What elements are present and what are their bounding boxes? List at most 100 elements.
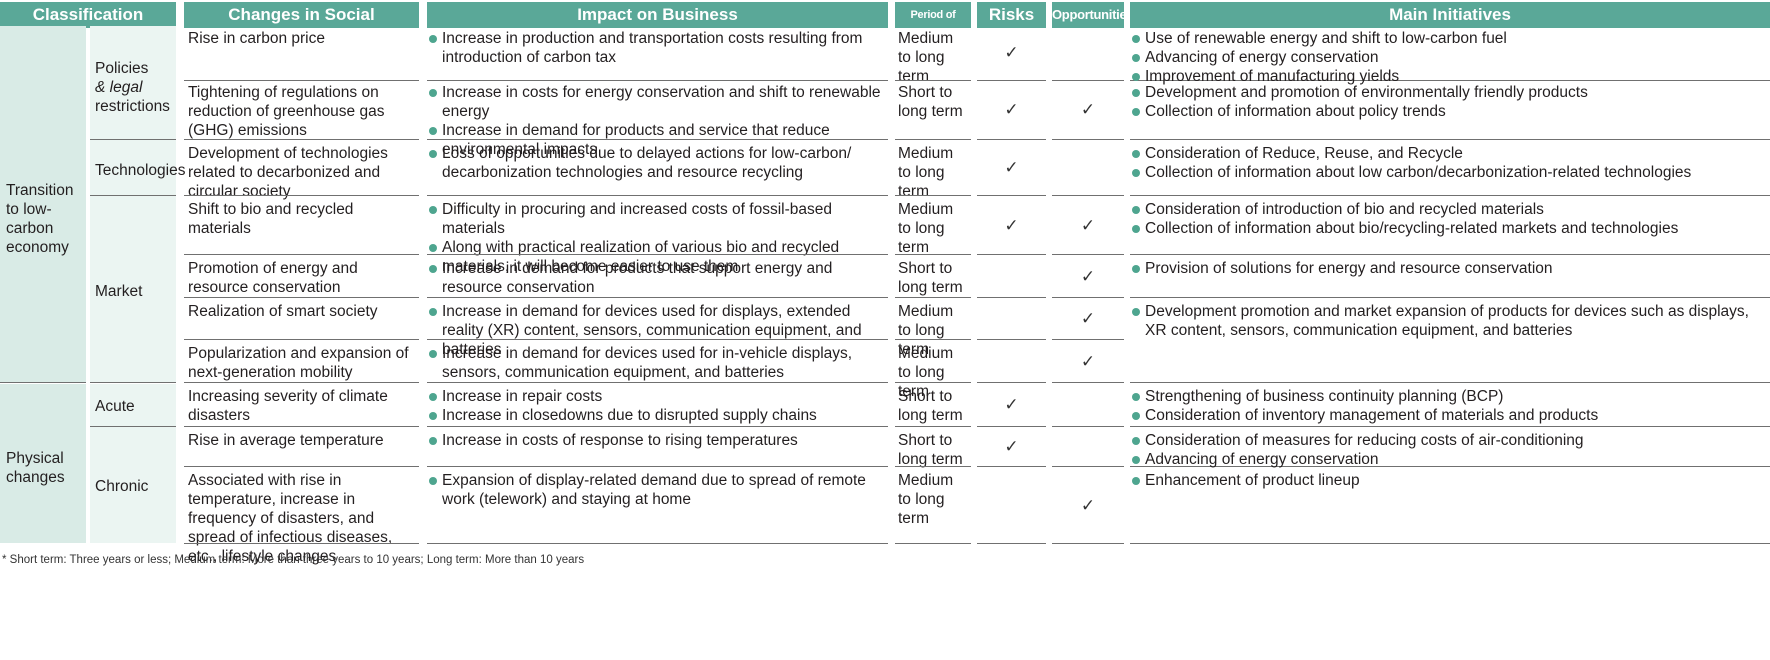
bullet-text: Use of renewable energy and shift to low… — [1145, 30, 1507, 47]
header-risks: Risks — [977, 2, 1046, 28]
row-divider — [895, 543, 971, 544]
row-divider — [977, 297, 1046, 298]
bullet-dot — [1132, 54, 1140, 62]
row-divider — [977, 254, 1046, 255]
bullet-text: Increase in repair costs — [442, 388, 603, 405]
change-cell: Shift to bio and recycled materials — [188, 201, 354, 237]
header-classification: Classification — [0, 2, 176, 28]
row-divider — [184, 80, 419, 81]
bullet-dot — [1132, 393, 1140, 401]
bullet-dot — [429, 35, 437, 43]
bullet-item: Loss of opportunities due to delayed act… — [429, 144, 886, 182]
bullet-text: Improvement of manufacturing yields — [1145, 68, 1400, 85]
opportunity-check-icon: ✓ — [1080, 352, 1096, 372]
bullet-item: Expansion of display-related demand due … — [429, 471, 886, 509]
row-divider — [427, 139, 888, 140]
bullet-item: Provision of solutions for energy and re… — [1132, 259, 1764, 278]
row-divider — [895, 339, 971, 340]
bullet-text: Collection of information about bio/recy… — [1145, 220, 1679, 237]
change-cell: Rise in carbon price — [188, 30, 325, 47]
bullet-text: Consideration of inventory management of… — [1145, 407, 1599, 424]
bullet-dot — [1132, 308, 1140, 316]
initiatives-cell: Development promotion and market expansi… — [1132, 302, 1764, 340]
initiatives-cell: Consideration of introduction of bio and… — [1132, 200, 1764, 238]
bullet-text: Increase in costs of response to rising … — [442, 432, 798, 449]
subcategory-policies: Policies & legal restrictions — [95, 59, 175, 116]
initiatives-cell: Consideration of measures for reducing c… — [1132, 431, 1764, 469]
bullet-dot — [429, 437, 437, 445]
bullet-item: Advancing of energy conservation — [1132, 48, 1764, 67]
bullet-text: Development and promotion of environment… — [1145, 84, 1588, 101]
row-divider — [1052, 297, 1124, 298]
change-cell: Realization of smart society — [188, 303, 378, 320]
row-divider — [184, 382, 419, 383]
bullet-item: Increase in repair costs — [429, 387, 886, 406]
opportunity-check-icon: ✓ — [1080, 309, 1096, 329]
risk-check-icon: ✓ — [1004, 158, 1019, 178]
initiatives-cell: Enhancement of product lineup — [1132, 471, 1764, 490]
change-cell: Increasing severity of climate disasters — [188, 388, 388, 424]
bullet-item: Improvement of manufacturing yields — [1132, 67, 1764, 86]
row-divider — [977, 426, 1046, 427]
row-divider — [1130, 254, 1770, 255]
divider — [0, 382, 86, 383]
period-cell: Short to long term — [898, 260, 963, 296]
bullet-item: Collection of information about bio/recy… — [1132, 219, 1764, 238]
row-divider — [977, 139, 1046, 140]
row-divider — [895, 426, 971, 427]
bullet-item: Collection of information about low carb… — [1132, 163, 1764, 182]
row-divider — [1052, 382, 1124, 383]
bullet-dot — [429, 206, 437, 214]
risk-check-icon: ✓ — [1004, 43, 1019, 63]
initiatives-cell: Use of renewable energy and shift to low… — [1132, 29, 1764, 86]
row-divider — [184, 466, 419, 467]
bullet-text: Loss of opportunities due to delayed act… — [442, 145, 852, 181]
period-cell: Medium to long term — [898, 145, 954, 200]
row-divider — [427, 543, 888, 544]
row-divider — [184, 254, 419, 255]
change-cell: Tightening of regulations on reduction o… — [188, 84, 385, 139]
row-divider — [1052, 139, 1124, 140]
footnote: * Short term: Three years or less; Mediu… — [2, 554, 585, 566]
bullet-text: Increase in demand for products and serv… — [442, 122, 830, 158]
impact-cell: Increase in demand for products that sup… — [429, 259, 886, 297]
change-cell: Rise in average temperature — [188, 432, 384, 449]
impact-cell: Expansion of display-related demand due … — [429, 471, 886, 509]
row-divider — [1130, 297, 1770, 298]
row-divider — [895, 466, 971, 467]
row-divider — [1052, 426, 1124, 427]
divider — [90, 426, 176, 427]
subcategory-policies-line3: restrictions — [95, 98, 170, 115]
period-cell: Medium to long term — [898, 201, 954, 256]
bullet-dot — [429, 150, 437, 158]
row-divider — [427, 254, 888, 255]
row-divider — [427, 80, 888, 81]
row-divider — [1130, 139, 1770, 140]
header-period: Period of Impact* — [895, 2, 971, 47]
bullet-text: Increase in demand for products that sup… — [442, 260, 833, 296]
bullet-dot — [1132, 150, 1140, 158]
row-divider — [1130, 543, 1770, 544]
risk-check-icon: ✓ — [1004, 216, 1019, 236]
row-divider — [1130, 466, 1770, 467]
bullet-item: Development promotion and market expansi… — [1132, 302, 1764, 340]
period-cell: Short to long term — [898, 432, 963, 468]
risk-check-icon: ✓ — [1004, 100, 1019, 120]
row-divider — [1052, 80, 1124, 81]
bullet-item: Increase in closedowns due to disrupted … — [429, 406, 886, 425]
bullet-dot — [429, 477, 437, 485]
subcategory-technologies: Technologies — [95, 162, 186, 179]
bullet-text: Increase in costs for energy conservatio… — [442, 84, 881, 120]
row-divider — [977, 382, 1046, 383]
risk-check-icon: ✓ — [1004, 395, 1019, 415]
row-divider — [427, 195, 888, 196]
row-divider — [1052, 543, 1124, 544]
impact-cell: Increase in costs of response to rising … — [429, 431, 886, 450]
impact-cell: Increase in demand for devices used for … — [429, 302, 886, 359]
row-divider — [184, 195, 419, 196]
bullet-item: Increase in demand for devices used for … — [429, 302, 886, 359]
change-cell: Promotion of energy and resource conserv… — [188, 260, 358, 296]
row-divider — [184, 543, 419, 544]
bullet-item: Consideration of measures for reducing c… — [1132, 431, 1764, 450]
impact-cell: Increase in costs for energy conservatio… — [429, 83, 886, 159]
